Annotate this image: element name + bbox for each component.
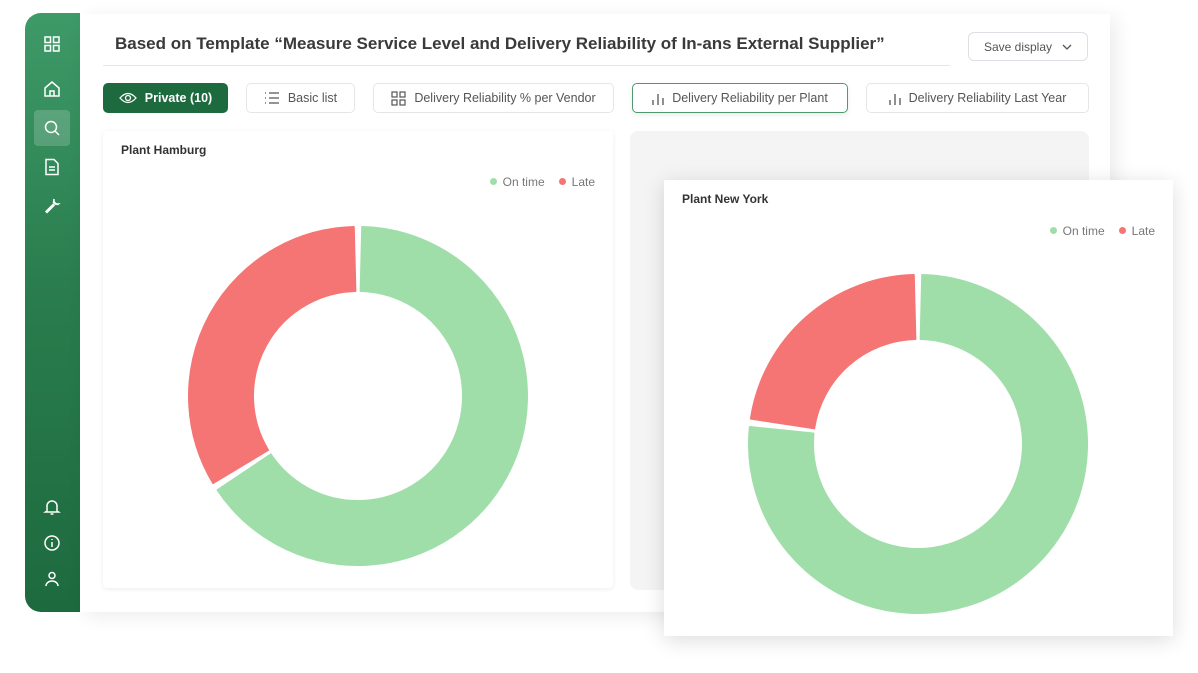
chart-card-hamburg: Plant Hamburg On time Late <box>103 131 613 588</box>
home-icon[interactable] <box>34 71 70 107</box>
tab-reliability-per-vendor[interactable]: Delivery Reliability % per Vendor <box>373 83 614 113</box>
chart-card-new-york: Plant New York On time Late <box>664 180 1173 636</box>
chart-title: Plant New York <box>682 192 769 206</box>
document-icon[interactable] <box>34 149 70 185</box>
bar-chart-icon <box>652 93 664 105</box>
legend-item-on-time: On time <box>489 175 545 189</box>
legend-item-late: Late <box>1118 224 1155 238</box>
grid-icon <box>391 90 406 106</box>
list-icon <box>264 92 279 104</box>
chart-legend: On time Late <box>1049 224 1155 238</box>
tab-label: Basic list <box>287 91 338 105</box>
tab-basic-list[interactable]: Basic list <box>246 83 355 113</box>
grid-icon[interactable] <box>34 26 70 62</box>
tab-private[interactable]: Private (10) <box>103 83 228 113</box>
tab-label: Delivery Reliability per Plant <box>672 91 828 105</box>
info-icon[interactable] <box>34 525 70 561</box>
tab-label: Delivery Reliability Last Year <box>908 91 1067 105</box>
slice-on-time <box>748 274 1088 614</box>
eye-icon <box>118 92 137 104</box>
chevron-down-icon <box>1062 44 1072 50</box>
save-display-button[interactable]: Save display <box>968 32 1088 61</box>
page-title: Based on Template “Measure Service Level… <box>115 34 885 53</box>
bell-icon[interactable] <box>34 489 70 525</box>
search-icon[interactable] <box>34 110 70 146</box>
tab-label: Delivery Reliability % per Vendor <box>414 91 596 105</box>
tab-reliability-per-plant[interactable]: Delivery Reliability per Plant <box>632 83 848 113</box>
bar-chart-icon <box>888 93 901 105</box>
tab-label: Private (10) <box>144 91 213 105</box>
chart-title: Plant Hamburg <box>121 143 207 157</box>
donut-chart <box>748 274 1088 614</box>
save-display-label: Save display <box>983 39 1053 54</box>
tab-reliability-last-year[interactable]: Delivery Reliability Last Year <box>866 83 1089 113</box>
slice-late <box>749 274 917 430</box>
sidebar <box>25 13 80 612</box>
legend-item-late: Late <box>558 175 595 189</box>
legend-item-on-time: On time <box>1049 224 1105 238</box>
chart-legend: On time Late <box>489 175 595 189</box>
slice-late <box>188 226 357 484</box>
donut-chart <box>188 226 528 566</box>
wrench-icon[interactable] <box>34 188 70 224</box>
slice-on-time <box>216 226 528 566</box>
user-icon[interactable] <box>34 561 70 597</box>
divider <box>103 65 950 66</box>
